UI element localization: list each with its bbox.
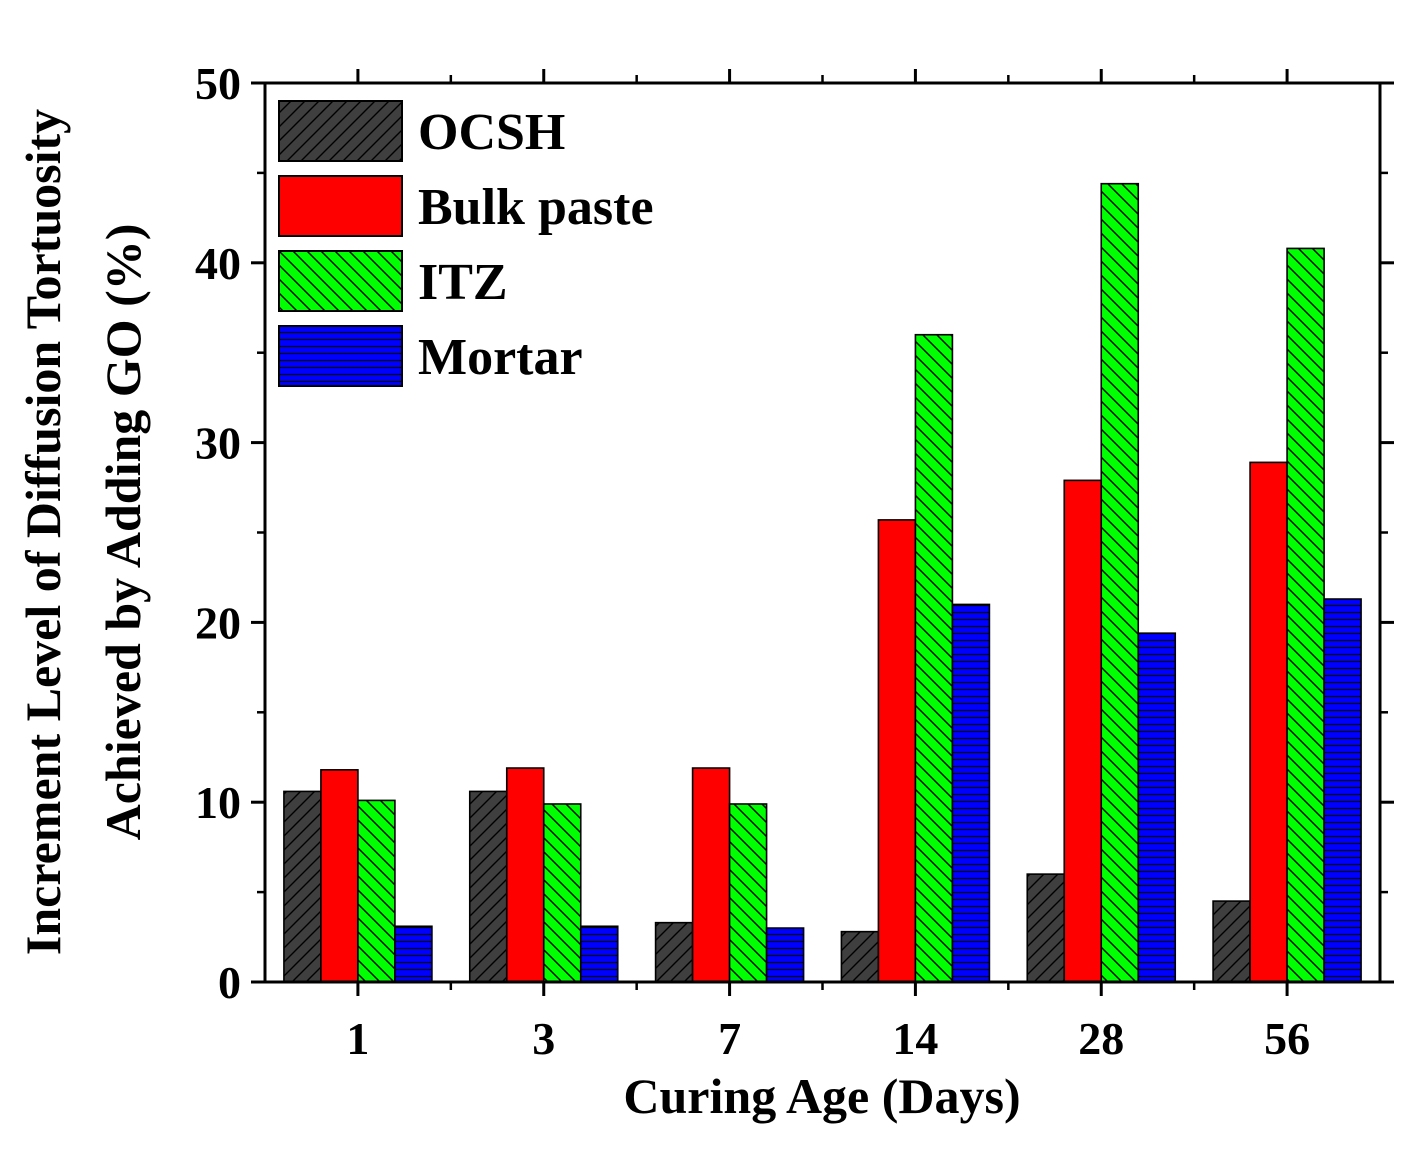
x-tick-label-7: 7 <box>718 1013 741 1064</box>
bar-mortar-28 <box>1137 632 1177 983</box>
bar-bulk-paste-56 <box>1249 461 1288 983</box>
bar-mortar-7 <box>765 927 805 983</box>
legend-swatch-ocsh <box>278 100 403 162</box>
bar-ocsh-14 <box>840 930 880 983</box>
bar-mortar-56 <box>1323 598 1362 983</box>
y-tick-label-20: 20 <box>195 597 241 648</box>
bar-bulk-paste-28 <box>1063 479 1103 983</box>
bar-bulk-paste-14 <box>877 519 917 983</box>
axes-layer: 0 10 20 30 40 50 1 3 7 14 28 56 <box>195 58 1394 1064</box>
bar-itz-28 <box>1100 182 1140 983</box>
bar-ocsh-3 <box>468 790 508 983</box>
y-axis-title-line-2: Achieved by Adding GO (%) <box>95 224 151 841</box>
bar-itz-7 <box>728 803 768 983</box>
y-axis-title-line-1: Increment Level of Diffusion Tortuosity <box>15 109 71 955</box>
x-tick-label-14: 14 <box>892 1013 938 1064</box>
legend-swatch-itz <box>278 250 403 312</box>
bar-mortar-3 <box>579 925 619 983</box>
bar-mortar-1 <box>394 925 433 983</box>
x-tick-label-28: 28 <box>1078 1013 1124 1064</box>
x-tick-label-1: 1 <box>346 1013 369 1064</box>
legend-label-bulk-paste: Bulk paste <box>418 179 654 236</box>
legend: OCSH Bulk paste ITZ Mortar <box>278 100 654 387</box>
bar-itz-14 <box>914 333 954 983</box>
bar-ocsh-28 <box>1026 873 1066 983</box>
x-tick-label-56: 56 <box>1264 1013 1310 1064</box>
bar-ocsh-56 <box>1212 900 1251 983</box>
bar-bulk-paste-3 <box>505 767 545 983</box>
bar-bulk-paste-7 <box>691 767 731 983</box>
y-tick-label-10: 10 <box>195 777 241 828</box>
legend-label-mortar: Mortar <box>418 329 583 386</box>
legend-swatch-bulk-paste <box>278 175 403 237</box>
bars-layer <box>283 182 1362 983</box>
y-tick-label-40: 40 <box>195 238 241 289</box>
legend-label-itz: ITZ <box>418 254 508 311</box>
bar-ocsh-1 <box>283 790 322 983</box>
x-axis-title: Curing Age (Days) <box>623 1068 1020 1124</box>
y-tick-label-30: 30 <box>195 418 241 469</box>
bar-itz-1 <box>357 799 396 983</box>
legend-swatch-mortar <box>278 325 403 387</box>
bar-itz-3 <box>542 803 582 983</box>
bar-ocsh-7 <box>654 921 694 983</box>
y-tick-label-0: 0 <box>218 957 241 1008</box>
y-tick-label-50: 50 <box>195 58 241 109</box>
bar-itz-56 <box>1286 247 1325 983</box>
bar-bulk-paste-1 <box>320 769 359 983</box>
legend-label-ocsh: OCSH <box>418 104 565 161</box>
x-tick-label-3: 3 <box>532 1013 555 1064</box>
bar-mortar-14 <box>951 603 991 983</box>
y-axis-title: Increment Level of Diffusion Tortuosity … <box>15 109 151 955</box>
